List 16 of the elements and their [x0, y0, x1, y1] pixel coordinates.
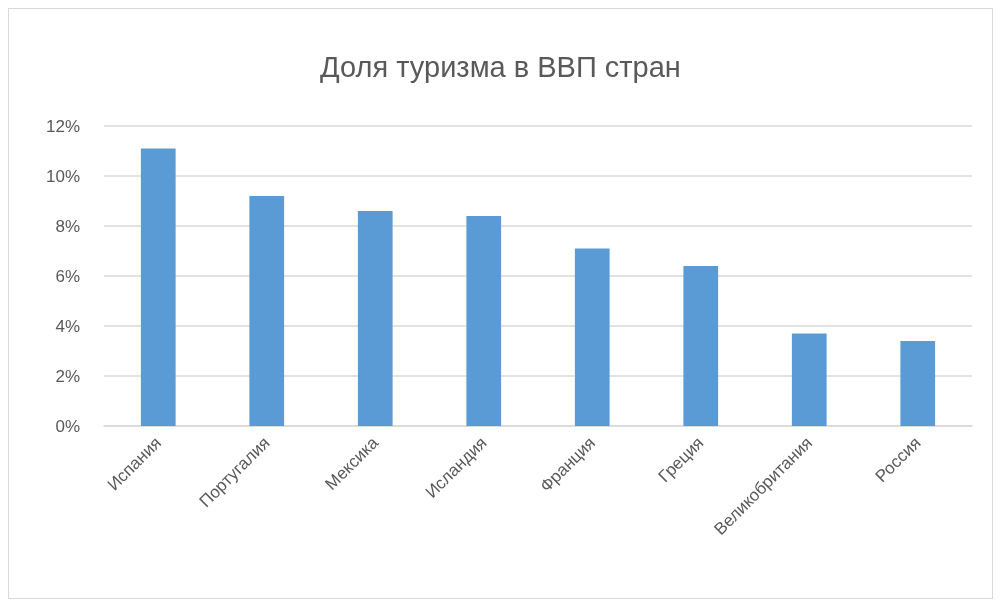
y-tick-label: 8%	[55, 216, 80, 236]
y-tick-label: 10%	[45, 166, 80, 186]
y-tick-label: 0%	[55, 416, 80, 436]
bar	[357, 211, 393, 426]
bar	[683, 266, 719, 426]
y-tick-label: 12%	[45, 116, 80, 136]
y-tick-label: 4%	[55, 316, 80, 336]
bar	[249, 196, 285, 426]
bar	[466, 216, 502, 426]
chart-title: Доля туризма в ВВП стран	[320, 50, 681, 83]
y-tick-label: 6%	[55, 266, 80, 286]
bar	[791, 333, 827, 426]
bar	[140, 148, 176, 426]
y-tick-label: 2%	[55, 366, 80, 386]
bar	[900, 341, 936, 426]
bar	[574, 248, 610, 426]
